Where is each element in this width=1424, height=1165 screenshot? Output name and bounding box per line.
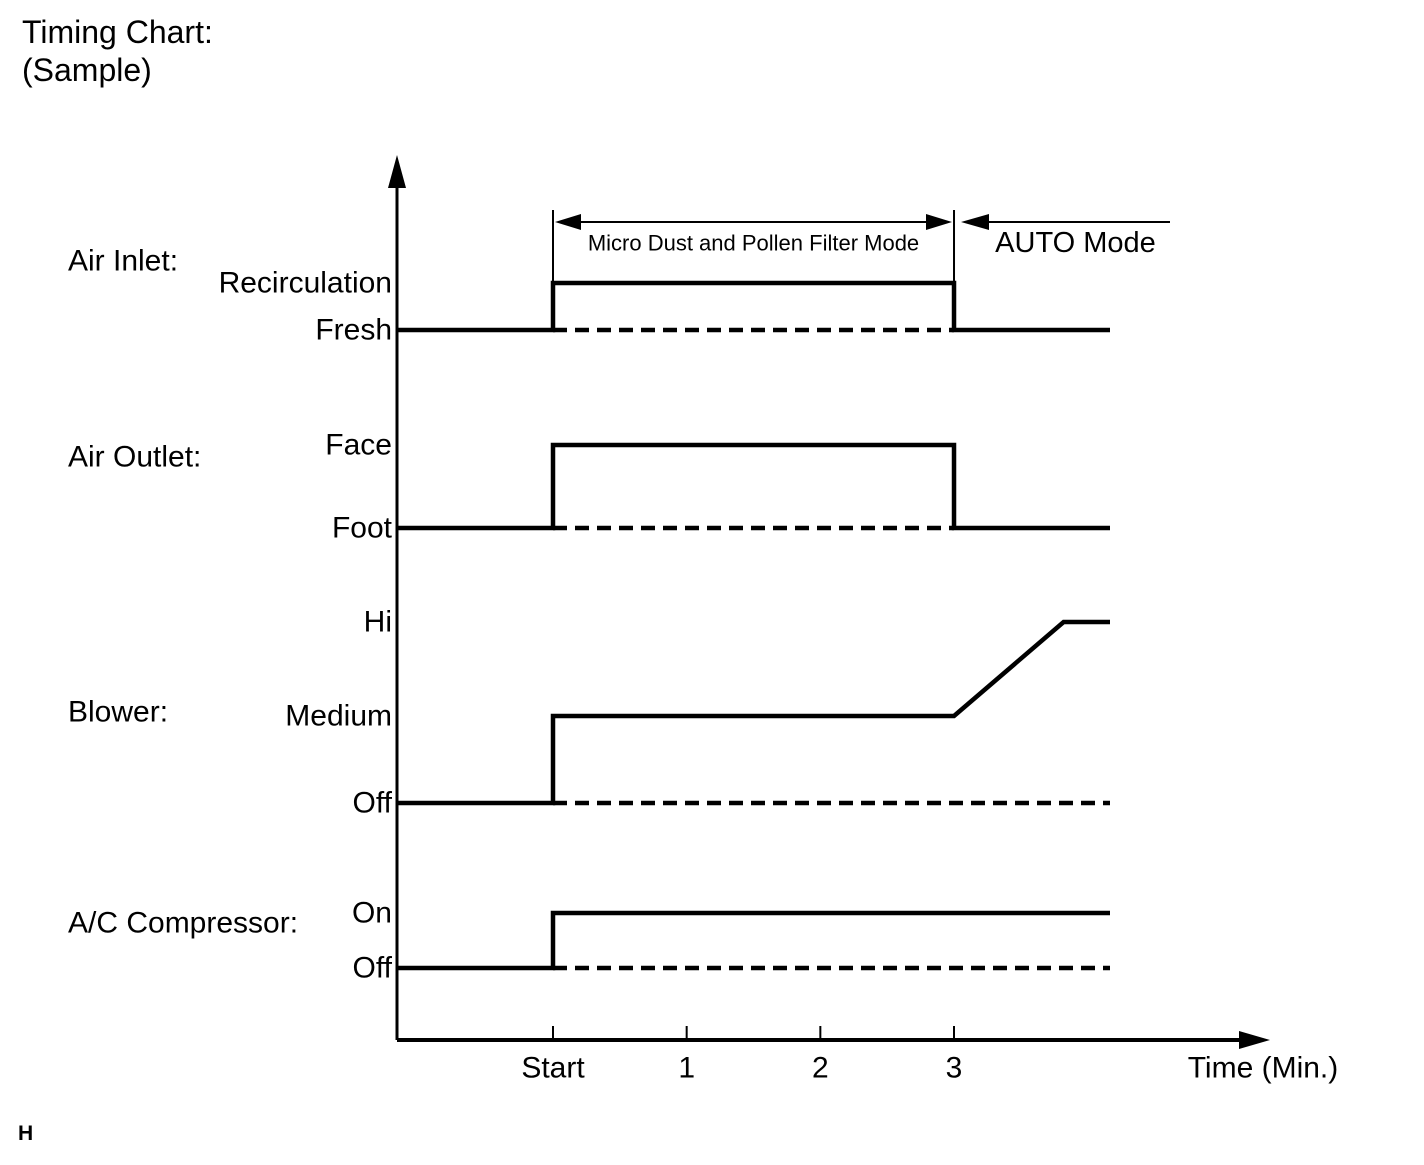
x-axis-arrowhead-icon	[1239, 1031, 1270, 1049]
level-label-air-outlet-face: Face	[325, 429, 392, 462]
annotation-label-auto-mode: AUTO Mode	[995, 227, 1156, 259]
level-label-air-inlet-fresh: Fresh	[315, 314, 392, 347]
annotation-label-micro-dust-and-pollen-filter-mode: Micro Dust and Pollen Filter Mode	[588, 231, 919, 256]
x-tick-label-start: Start	[521, 1052, 585, 1085]
signal-trace-blower	[397, 619, 1110, 806]
signal-trace-a-c-compressor	[397, 910, 1110, 971]
after-arrowhead-left-icon	[961, 214, 990, 230]
footer-mark: H	[18, 1122, 33, 1145]
x-tick-label-3: 3	[946, 1052, 963, 1085]
level-label-blower-medium: Medium	[285, 700, 392, 733]
x-tick-label-2: 2	[812, 1052, 829, 1085]
x-tick-label-1: 1	[678, 1052, 695, 1085]
x-axis-title: Time (Min.)	[1188, 1052, 1339, 1085]
level-label-a-c-compressor-on: On	[352, 897, 392, 930]
level-label-blower-hi: Hi	[364, 606, 392, 639]
signal-trace-air-outlet	[397, 442, 1110, 531]
page-title-line2: (Sample)	[22, 52, 152, 88]
group-label-air-outlet: Air Outlet:	[68, 441, 201, 474]
page-title-line1: Timing Chart:	[22, 14, 213, 50]
group-label-blower: Blower:	[68, 696, 168, 729]
level-label-air-inlet-recirculation: Recirculation	[219, 267, 392, 300]
group-label-air-inlet: Air Inlet:	[68, 245, 178, 278]
level-label-blower-off: Off	[353, 787, 393, 820]
y-axis-arrowhead-icon	[388, 155, 406, 188]
group-label-a-c-compressor: A/C Compressor:	[68, 907, 298, 940]
range-arrowhead-left-icon	[555, 214, 581, 230]
level-label-a-c-compressor-off: Off	[353, 952, 393, 985]
range-arrowhead-right-icon	[926, 214, 953, 230]
level-label-air-outlet-foot: Foot	[332, 512, 393, 545]
signal-trace-air-inlet	[397, 280, 1110, 333]
